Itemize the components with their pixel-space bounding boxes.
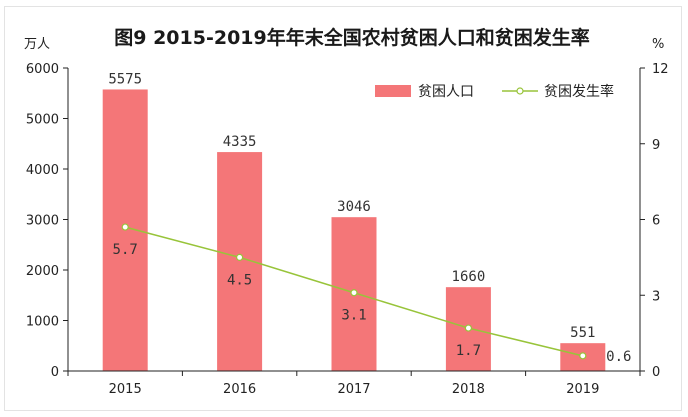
left-axis-tick-label: 6000 bbox=[26, 62, 59, 77]
left-axis-tick-label: 0 bbox=[51, 365, 59, 380]
bar-data-label: 4335 bbox=[223, 134, 257, 150]
legend-label-poverty-population: 贫困人口 bbox=[418, 84, 474, 100]
legend-label-poverty-rate: 贫困发生率 bbox=[544, 83, 614, 100]
right-axis-tick-label: 6 bbox=[652, 214, 660, 229]
left-axis-tick-label: 4000 bbox=[26, 163, 59, 178]
rate-data-label: 3.1 bbox=[341, 308, 366, 324]
legend-marker-poverty-rate bbox=[516, 87, 524, 95]
right-axis-unit: % bbox=[652, 37, 664, 52]
rate-data-label: 5.7 bbox=[113, 242, 138, 258]
point-poverty-rate bbox=[350, 289, 358, 297]
chart-title: 图9 2015-2019年年末全国农村贫困人口和贫困发生率 bbox=[114, 26, 589, 49]
x-axis-tick-label: 2016 bbox=[223, 382, 256, 397]
x-axis-tick-label: 2018 bbox=[452, 382, 485, 397]
left-axis-tick-label: 1000 bbox=[26, 315, 59, 330]
point-poverty-rate bbox=[579, 352, 587, 360]
bar-data-label: 551 bbox=[570, 325, 595, 341]
right-axis-tick-label: 3 bbox=[652, 289, 660, 304]
left-axis-unit: 万人 bbox=[24, 37, 50, 52]
point-poverty-rate bbox=[236, 253, 244, 261]
bar-data-label: 3046 bbox=[337, 199, 371, 215]
legend: 贫困人口 贫困发生率 bbox=[375, 83, 614, 100]
x-axis-tick-label: 2015 bbox=[109, 382, 142, 397]
legend-swatch-poverty-population bbox=[375, 85, 411, 97]
right-axis-tick-label: 12 bbox=[652, 62, 669, 77]
rate-data-label: 1.7 bbox=[456, 343, 481, 359]
right-axis-tick-label: 9 bbox=[652, 138, 660, 153]
left-axis-tick-label: 3000 bbox=[26, 214, 59, 229]
point-poverty-rate bbox=[121, 223, 129, 231]
rate-data-label: 4.5 bbox=[227, 272, 252, 288]
point-poverty-rate bbox=[464, 324, 472, 332]
rate-data-label: 0.6 bbox=[606, 349, 631, 365]
bar-data-label: 5575 bbox=[108, 71, 142, 87]
x-axis-tick-label: 2017 bbox=[337, 382, 370, 397]
x-axis-tick-label: 2019 bbox=[566, 382, 599, 397]
left-axis-tick-label: 5000 bbox=[26, 113, 59, 128]
right-axis-tick-label: 0 bbox=[652, 365, 660, 380]
bar-data-label: 1660 bbox=[452, 269, 486, 285]
left-axis-tick-label: 2000 bbox=[26, 264, 59, 279]
